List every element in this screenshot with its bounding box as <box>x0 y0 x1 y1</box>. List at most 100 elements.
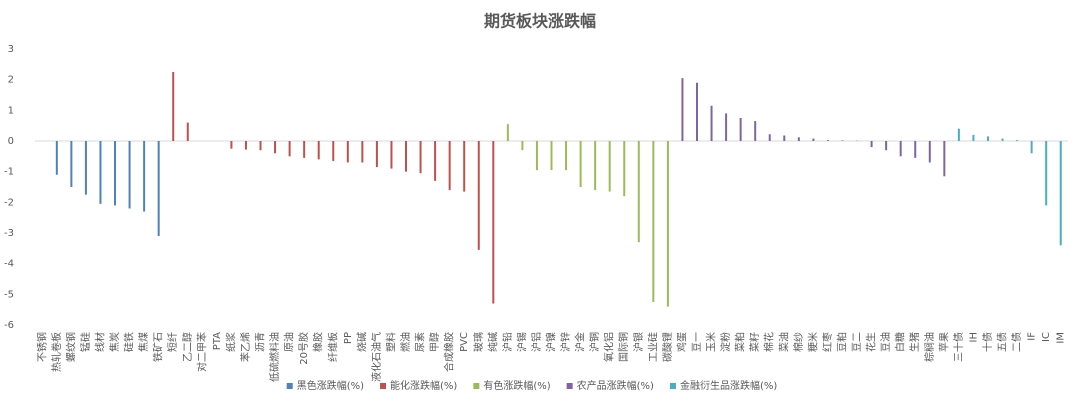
x-tick-label: 苯乙烯 <box>239 332 252 362</box>
x-tick-label: 沪铅 <box>501 332 514 352</box>
x-tick-label: 沪金 <box>574 332 587 352</box>
x-tick-label: 碳酸锂 <box>661 332 674 362</box>
x-tick-label: PTA <box>212 332 223 350</box>
x-tick-label: 不锈钢 <box>35 332 48 362</box>
bar <box>405 141 408 172</box>
bar <box>230 141 233 149</box>
bar <box>928 141 931 163</box>
x-tick-label: 纸浆 <box>224 332 237 352</box>
y-tick-label: 3 <box>8 44 14 55</box>
x-tick-label: 花生 <box>865 332 878 352</box>
x-tick-label: IM <box>1056 332 1067 344</box>
bar <box>594 141 597 191</box>
bar <box>448 141 451 191</box>
y-tick-label: -6 <box>4 320 14 331</box>
bar <box>99 141 102 204</box>
bar <box>885 141 888 151</box>
x-tick-label: 玉米 <box>705 332 718 352</box>
x-tick-label: 沪铝 <box>530 332 543 352</box>
bar <box>1016 140 1019 141</box>
bar <box>986 136 989 141</box>
x-tick-label: 红枣 <box>821 332 834 352</box>
bar <box>899 141 902 157</box>
legend-label: 金融衍生品涨跌幅(%) <box>680 379 777 392</box>
x-tick-label: 合成橡胶 <box>443 332 456 372</box>
bar <box>477 141 480 250</box>
bar <box>1045 141 1048 206</box>
x-tick-label: 沪银 <box>632 332 645 352</box>
x-tick-label: IH <box>968 332 979 342</box>
bar <box>1030 141 1033 154</box>
bar <box>637 141 640 243</box>
x-tick-label: 沥青 <box>254 332 267 352</box>
x-tick-label: 20号胶 <box>297 332 310 365</box>
bar <box>623 141 626 197</box>
legend-swatch <box>473 383 480 389</box>
bar <box>739 118 742 141</box>
x-tick-label: 焦炭 <box>108 332 121 352</box>
bar <box>274 141 277 154</box>
bar <box>186 122 189 141</box>
x-tick-label: 短纤 <box>166 332 179 352</box>
x-tick-label: 白糖 <box>894 332 907 352</box>
y-tick-label: -2 <box>4 197 14 208</box>
bar <box>434 141 437 181</box>
x-tick-label: 液化石油气 <box>370 332 383 382</box>
bar <box>870 141 873 148</box>
bar <box>114 141 117 206</box>
x-tick-label: 五债 <box>996 332 1009 352</box>
bar <box>535 141 538 171</box>
bar <box>492 141 495 304</box>
bar <box>608 141 611 192</box>
bar <box>128 141 131 209</box>
x-tick-label: 粳米 <box>806 332 819 352</box>
x-tick-label: 低硫燃料油 <box>268 332 281 382</box>
bar <box>303 141 306 158</box>
x-tick-label: 乙二醇 <box>181 332 194 362</box>
bar <box>565 141 568 171</box>
x-tick-label: 纯碱 <box>486 332 499 352</box>
x-tick-label: 锰硅 <box>79 332 92 352</box>
x-tick-label: 棉花 <box>763 332 776 352</box>
x-tick-label: 螺纹钢 <box>64 332 77 362</box>
x-tick-label: 原油 <box>283 332 296 352</box>
x-tick-label: 燃油 <box>399 332 412 352</box>
x-tick-label: PP <box>343 332 354 344</box>
y-tick-label: -5 <box>4 289 14 300</box>
bar <box>259 141 262 151</box>
x-tick-label: 二债 <box>1010 332 1023 352</box>
bar <box>666 141 669 307</box>
bar <box>463 141 466 192</box>
bar <box>550 141 553 171</box>
bar <box>70 141 73 187</box>
bar <box>172 72 175 141</box>
x-tick-label: 菜油 <box>777 332 790 352</box>
bar <box>55 141 58 175</box>
x-tick-label: 苹果 <box>937 332 950 352</box>
y-tick-label: -4 <box>4 259 14 270</box>
bar <box>506 124 509 141</box>
x-tick-label: 硅铁 <box>123 332 136 352</box>
bar <box>957 128 960 141</box>
bar <box>943 141 946 177</box>
x-tick-label: 淀粉 <box>719 332 732 352</box>
x-tick-label: 豆粕 <box>835 332 848 352</box>
x-tick-label: 塑料 <box>384 332 397 352</box>
x-tick-label: IC <box>1041 332 1052 342</box>
bar <box>768 134 771 141</box>
x-tick-label: 十债 <box>981 332 994 352</box>
x-tick-label: 沪锌 <box>559 332 572 352</box>
legend-label: 有色涨跌幅(%) <box>483 379 550 392</box>
bar <box>710 105 713 141</box>
x-tick-label: 尿素 <box>414 332 427 352</box>
bar <box>579 141 582 187</box>
x-tick-label: 纤维板 <box>326 332 339 362</box>
bar <box>972 134 975 141</box>
bar <box>521 141 524 151</box>
x-tick-label: 烧碱 <box>355 332 368 352</box>
x-tick-label: 生猪 <box>908 332 921 352</box>
bar <box>143 141 146 212</box>
x-tick-label: 甲醇 <box>428 332 441 352</box>
x-tick-label: 棉纱 <box>792 332 805 352</box>
x-tick-label: 橡胶 <box>312 332 325 352</box>
